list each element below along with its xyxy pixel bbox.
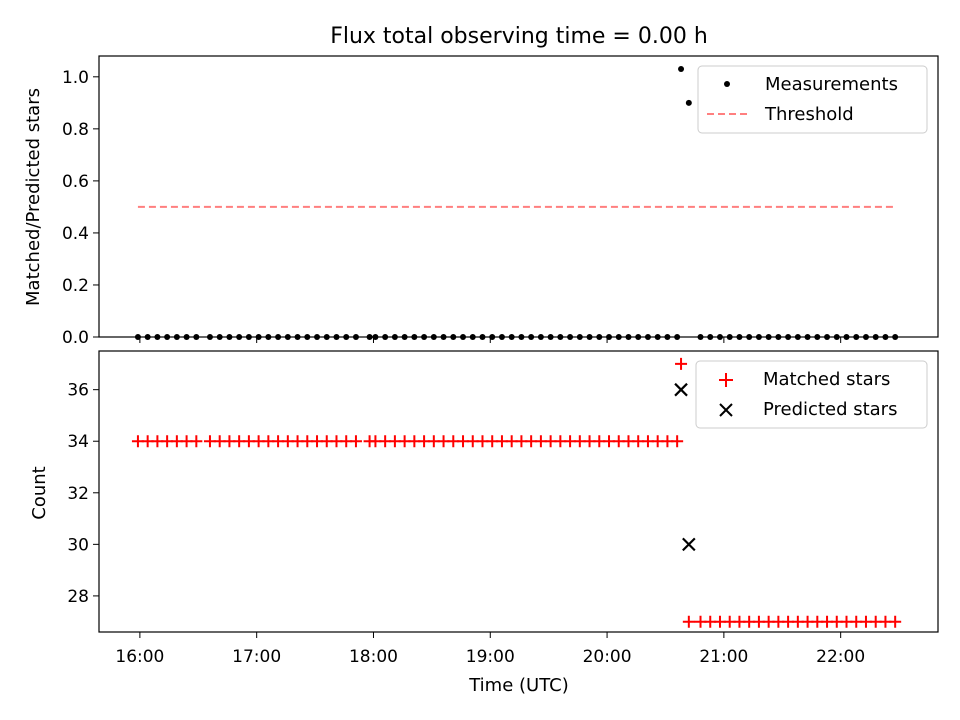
ratio-legend: Measurements Threshold (697, 65, 928, 134)
ratio-axes-frame (98, 55, 939, 338)
measurement-point (678, 66, 685, 73)
measurement-point (685, 99, 692, 106)
legend-threshold-label: Threshold (764, 104, 854, 125)
legend-matched-label: Matched stars (763, 369, 890, 390)
ratio-y-tick-label: 0.6 (62, 172, 89, 192)
count-legend: Matched stars Predicted stars (695, 360, 928, 429)
count-legend-box (695, 360, 928, 429)
count-axes-frame (98, 350, 939, 633)
legend-matched-marker (719, 373, 733, 387)
ratio-panel: Flux total observing time = 0.00 h 0.00.… (23, 24, 939, 348)
count-y-axis-label: Count (29, 466, 50, 519)
x-axis-label: Time (UTC) (468, 675, 569, 696)
x-tick-label: 19:00 (466, 647, 515, 667)
x-tick-label: 17:00 (232, 647, 281, 667)
matched-star-point (349, 435, 362, 448)
ratio-y-tick-label: 0.2 (62, 276, 89, 296)
legend-measurements-label: Measurements (765, 74, 898, 95)
chart-title: Flux total observing time = 0.00 h (330, 24, 708, 49)
matched-star-point (889, 615, 902, 628)
count-panel: 28 30 32 34 36 16:00 17:00 18:00 19:00 20:00 21:00… (29, 350, 939, 696)
predicted-star-point (682, 537, 696, 552)
legend-predicted-label: Predicted stars (763, 399, 897, 420)
x-tick-label: 22:00 (816, 647, 865, 667)
x-tick-label: 18:00 (349, 647, 398, 667)
ratio-y-axis-label: Matched/Predicted stars (23, 88, 44, 306)
matched-star-point (190, 435, 203, 448)
ratio-y-axis: 0.0 0.2 0.4 0.6 0.8 1.0 (62, 68, 842, 348)
count-axes-ticks: 28 30 32 34 36 16:00 17:00 18:00 19:00 20:00 21:00… (67, 381, 865, 667)
x-tick-label: 16:00 (115, 647, 164, 667)
count-y-tick-label: 34 (67, 432, 89, 452)
ratio-y-tick-label: 0.8 (62, 120, 89, 140)
predicted-star-point (674, 382, 688, 397)
count-y-tick-label: 30 (67, 535, 89, 555)
matched-star-point (675, 357, 688, 370)
count-y-tick-label: 32 (67, 484, 89, 504)
ratio-y-tick-label: 1.0 (62, 68, 89, 88)
ratio-y-tick-label: 0.0 (62, 328, 89, 348)
count-marks (131, 357, 902, 628)
x-tick-label: 21:00 (699, 647, 748, 667)
matched-star-point (671, 435, 684, 448)
x-tick-label: 20:00 (583, 647, 632, 667)
matched-star-point (682, 615, 695, 628)
ratio-legend-box (697, 65, 928, 134)
count-y-tick-label: 36 (67, 381, 89, 401)
ratio-y-tick-label: 0.4 (62, 224, 89, 244)
legend-measurements-marker (724, 81, 730, 87)
count-y-tick-label: 28 (67, 587, 89, 607)
legend-predicted-marker (719, 403, 733, 417)
